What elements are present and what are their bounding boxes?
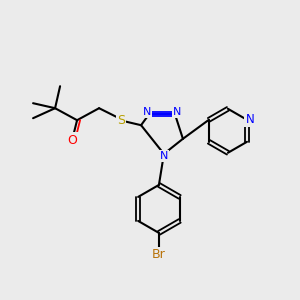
Text: N: N <box>246 113 254 126</box>
Text: N: N <box>143 107 151 117</box>
Text: O: O <box>67 134 77 147</box>
Text: S: S <box>117 114 125 127</box>
Text: N: N <box>173 107 181 117</box>
Text: Br: Br <box>152 248 166 261</box>
Text: N: N <box>160 151 168 161</box>
